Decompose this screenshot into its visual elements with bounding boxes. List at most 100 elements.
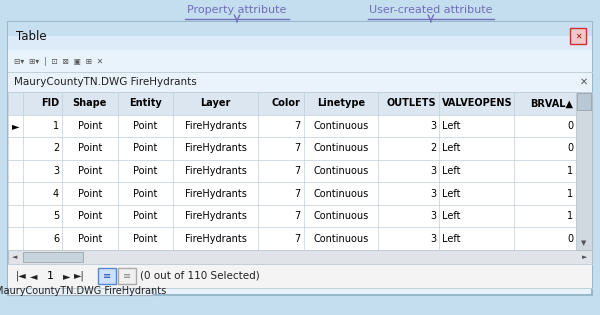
Text: Table: Table [16, 30, 47, 43]
Bar [8, 227, 576, 250]
Bar [8, 22, 592, 295]
Text: 1: 1 [567, 211, 573, 221]
Text: ≡: ≡ [103, 271, 111, 281]
Bar [8, 182, 576, 205]
Text: 7: 7 [295, 211, 301, 221]
Text: Point: Point [78, 211, 102, 221]
Text: Continuous: Continuous [313, 166, 369, 176]
Text: 0: 0 [567, 143, 573, 153]
Text: Point: Point [133, 189, 158, 198]
Text: Left: Left [442, 189, 461, 198]
Text: 0: 0 [567, 234, 573, 244]
Text: 1: 1 [53, 121, 59, 131]
Text: |◄: |◄ [16, 271, 27, 281]
Text: 6: 6 [53, 234, 59, 244]
Text: ►: ► [11, 121, 19, 131]
Text: (0 out of 110 Selected): (0 out of 110 Selected) [140, 271, 260, 281]
Text: Point: Point [78, 143, 102, 153]
Text: Point: Point [133, 121, 158, 131]
Text: Point: Point [133, 143, 158, 153]
Text: FireHydrants: FireHydrants [185, 143, 247, 153]
Text: FireHydrants: FireHydrants [185, 189, 247, 198]
Text: Point: Point [133, 166, 158, 176]
Bar [577, 93, 591, 110]
Text: ▼: ▼ [581, 240, 587, 246]
Text: ✕: ✕ [575, 32, 581, 41]
Text: 1: 1 [47, 271, 53, 281]
Text: 3: 3 [430, 189, 436, 198]
Text: ⊟▾  ⊞▾  |  ⊡  ⊠  ▣  ⊞  ✕: ⊟▾ ⊞▾ | ⊡ ⊠ ▣ ⊞ ✕ [14, 56, 103, 66]
Bar [8, 250, 592, 264]
Text: 0: 0 [567, 121, 573, 131]
Text: FireHydrants: FireHydrants [185, 166, 247, 176]
Text: 3: 3 [430, 166, 436, 176]
Text: 2: 2 [53, 143, 59, 153]
Text: Layer: Layer [200, 98, 230, 108]
Text: 7: 7 [295, 234, 301, 244]
Bar [8, 137, 576, 160]
Bar [8, 92, 576, 115]
Text: Shape: Shape [73, 98, 107, 108]
Text: 3: 3 [53, 166, 59, 176]
Text: Left: Left [442, 166, 461, 176]
Text: Left: Left [442, 121, 461, 131]
Text: 1: 1 [567, 189, 573, 198]
Bar [8, 36, 592, 50]
Text: 7: 7 [295, 143, 301, 153]
Text: Point: Point [78, 166, 102, 176]
Text: 4: 4 [53, 189, 59, 198]
Text: Left: Left [442, 234, 461, 244]
Text: Left: Left [442, 211, 461, 221]
Text: 3: 3 [430, 234, 436, 244]
Text: 7: 7 [295, 166, 301, 176]
Text: FireHydrants: FireHydrants [185, 211, 247, 221]
Text: FID: FID [41, 98, 59, 108]
Text: OUTLETS: OUTLETS [386, 98, 436, 108]
Text: User-created attribute: User-created attribute [369, 5, 493, 15]
Bar [8, 115, 576, 137]
Bar [8, 50, 592, 72]
Text: Entity: Entity [129, 98, 162, 108]
Text: 7: 7 [295, 121, 301, 131]
Text: ✕: ✕ [580, 77, 588, 87]
Text: 7: 7 [295, 189, 301, 198]
Text: ≡: ≡ [123, 271, 131, 281]
Text: FireHydrants: FireHydrants [185, 234, 247, 244]
Text: Continuous: Continuous [313, 234, 369, 244]
Text: 2: 2 [430, 143, 436, 153]
Text: 1: 1 [567, 166, 573, 176]
Text: Point: Point [78, 121, 102, 131]
Text: Property attribute: Property attribute [187, 5, 287, 15]
Text: ◄: ◄ [13, 254, 17, 260]
Bar [8, 72, 592, 92]
Text: Continuous: Continuous [313, 211, 369, 221]
Bar [8, 288, 153, 295]
Text: Color: Color [272, 98, 301, 108]
Text: 5: 5 [53, 211, 59, 221]
Text: ►: ► [583, 254, 587, 260]
Text: MauryCountyTN.DWG FireHydrants: MauryCountyTN.DWG FireHydrants [0, 287, 166, 296]
Text: ◄: ◄ [30, 271, 37, 281]
Text: Left: Left [442, 143, 461, 153]
Text: Continuous: Continuous [313, 121, 369, 131]
Bar [23, 252, 83, 262]
Text: FireHydrants: FireHydrants [185, 121, 247, 131]
Bar [8, 160, 576, 182]
Text: 3: 3 [430, 121, 436, 131]
Text: ►: ► [63, 271, 71, 281]
Text: 3: 3 [430, 211, 436, 221]
Text: Point: Point [133, 211, 158, 221]
Text: Continuous: Continuous [313, 143, 369, 153]
Text: BRVAL▲: BRVAL▲ [530, 98, 573, 108]
Text: VALVEOPENS: VALVEOPENS [442, 98, 513, 108]
Text: ►|: ►| [74, 271, 85, 281]
Text: Point: Point [78, 189, 102, 198]
Text: Continuous: Continuous [313, 189, 369, 198]
Text: Linetype: Linetype [317, 98, 365, 108]
Bar [570, 28, 586, 44]
Text: MauryCountyTN.DWG FireHydrants: MauryCountyTN.DWG FireHydrants [14, 77, 197, 87]
Bar [8, 205, 576, 227]
Bar [8, 264, 592, 288]
Bar [118, 268, 136, 284]
Bar [98, 268, 116, 284]
